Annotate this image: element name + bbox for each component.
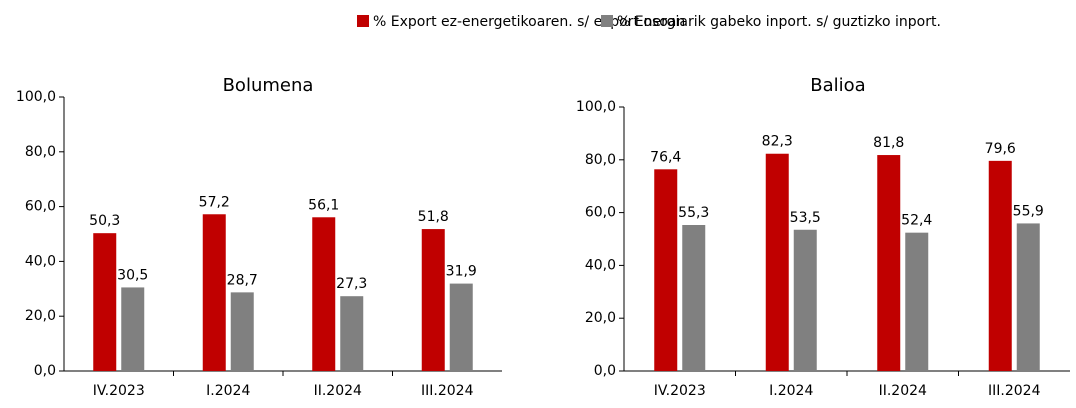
legend-swatch	[357, 15, 369, 27]
bar	[230, 292, 254, 371]
bar	[449, 283, 473, 371]
data-label: 81,8	[873, 135, 904, 151]
data-label: 27,3	[336, 276, 367, 292]
y-tick-label: 0,0	[594, 363, 616, 379]
x-tick-label: III.2024	[421, 383, 474, 399]
x-tick-label: IV.2023	[654, 383, 706, 399]
data-label: 51,8	[418, 209, 449, 225]
x-tick-label: II.2024	[879, 383, 927, 399]
data-label: 31,9	[446, 264, 477, 280]
bar	[340, 296, 364, 371]
data-label: 55,9	[1013, 203, 1044, 219]
bar	[421, 229, 445, 371]
bar	[312, 217, 336, 371]
data-label: 55,3	[678, 205, 709, 221]
data-label: 28,7	[227, 272, 258, 288]
legend-swatch	[601, 15, 613, 27]
data-label: 30,5	[117, 267, 148, 283]
data-label: 56,1	[308, 197, 339, 213]
bar	[793, 229, 817, 371]
x-tick-label: II.2024	[314, 383, 362, 399]
bar	[988, 160, 1012, 371]
bar	[202, 214, 226, 371]
data-label: 57,2	[199, 194, 230, 210]
data-label: 52,4	[901, 213, 932, 229]
data-label: 76,4	[650, 149, 681, 165]
data-label: 82,3	[762, 134, 793, 150]
bar	[682, 225, 706, 371]
y-tick-label: 40,0	[585, 257, 616, 273]
y-tick-label: 60,0	[25, 199, 56, 215]
x-tick-label: IV.2023	[93, 383, 145, 399]
bar	[905, 232, 929, 371]
bar	[93, 233, 117, 371]
data-label: 79,6	[985, 141, 1016, 157]
chart-title: Bolumena	[223, 75, 314, 96]
y-tick-label: 20,0	[25, 308, 56, 324]
bar	[654, 169, 678, 371]
data-label: 53,5	[790, 210, 821, 226]
bar	[1016, 223, 1040, 371]
chart-title: Balioa	[810, 75, 865, 96]
y-tick-label: 0,0	[34, 363, 56, 379]
bar	[765, 153, 789, 371]
x-tick-label: I.2024	[769, 383, 813, 399]
x-tick-label: I.2024	[206, 383, 250, 399]
data-label: 50,3	[89, 213, 120, 229]
y-tick-label: 20,0	[585, 310, 616, 326]
y-tick-label: 100,0	[16, 89, 56, 105]
bar	[121, 287, 145, 371]
y-tick-label: 100,0	[576, 99, 616, 115]
y-tick-label: 80,0	[25, 144, 56, 160]
x-tick-label: III.2024	[988, 383, 1041, 399]
bar	[877, 155, 901, 371]
y-tick-label: 40,0	[25, 253, 56, 269]
y-tick-label: 60,0	[585, 205, 616, 221]
y-tick-label: 80,0	[585, 152, 616, 168]
legend-label: % Energiarik gabeko inport. s/ guztizko …	[617, 14, 941, 30]
